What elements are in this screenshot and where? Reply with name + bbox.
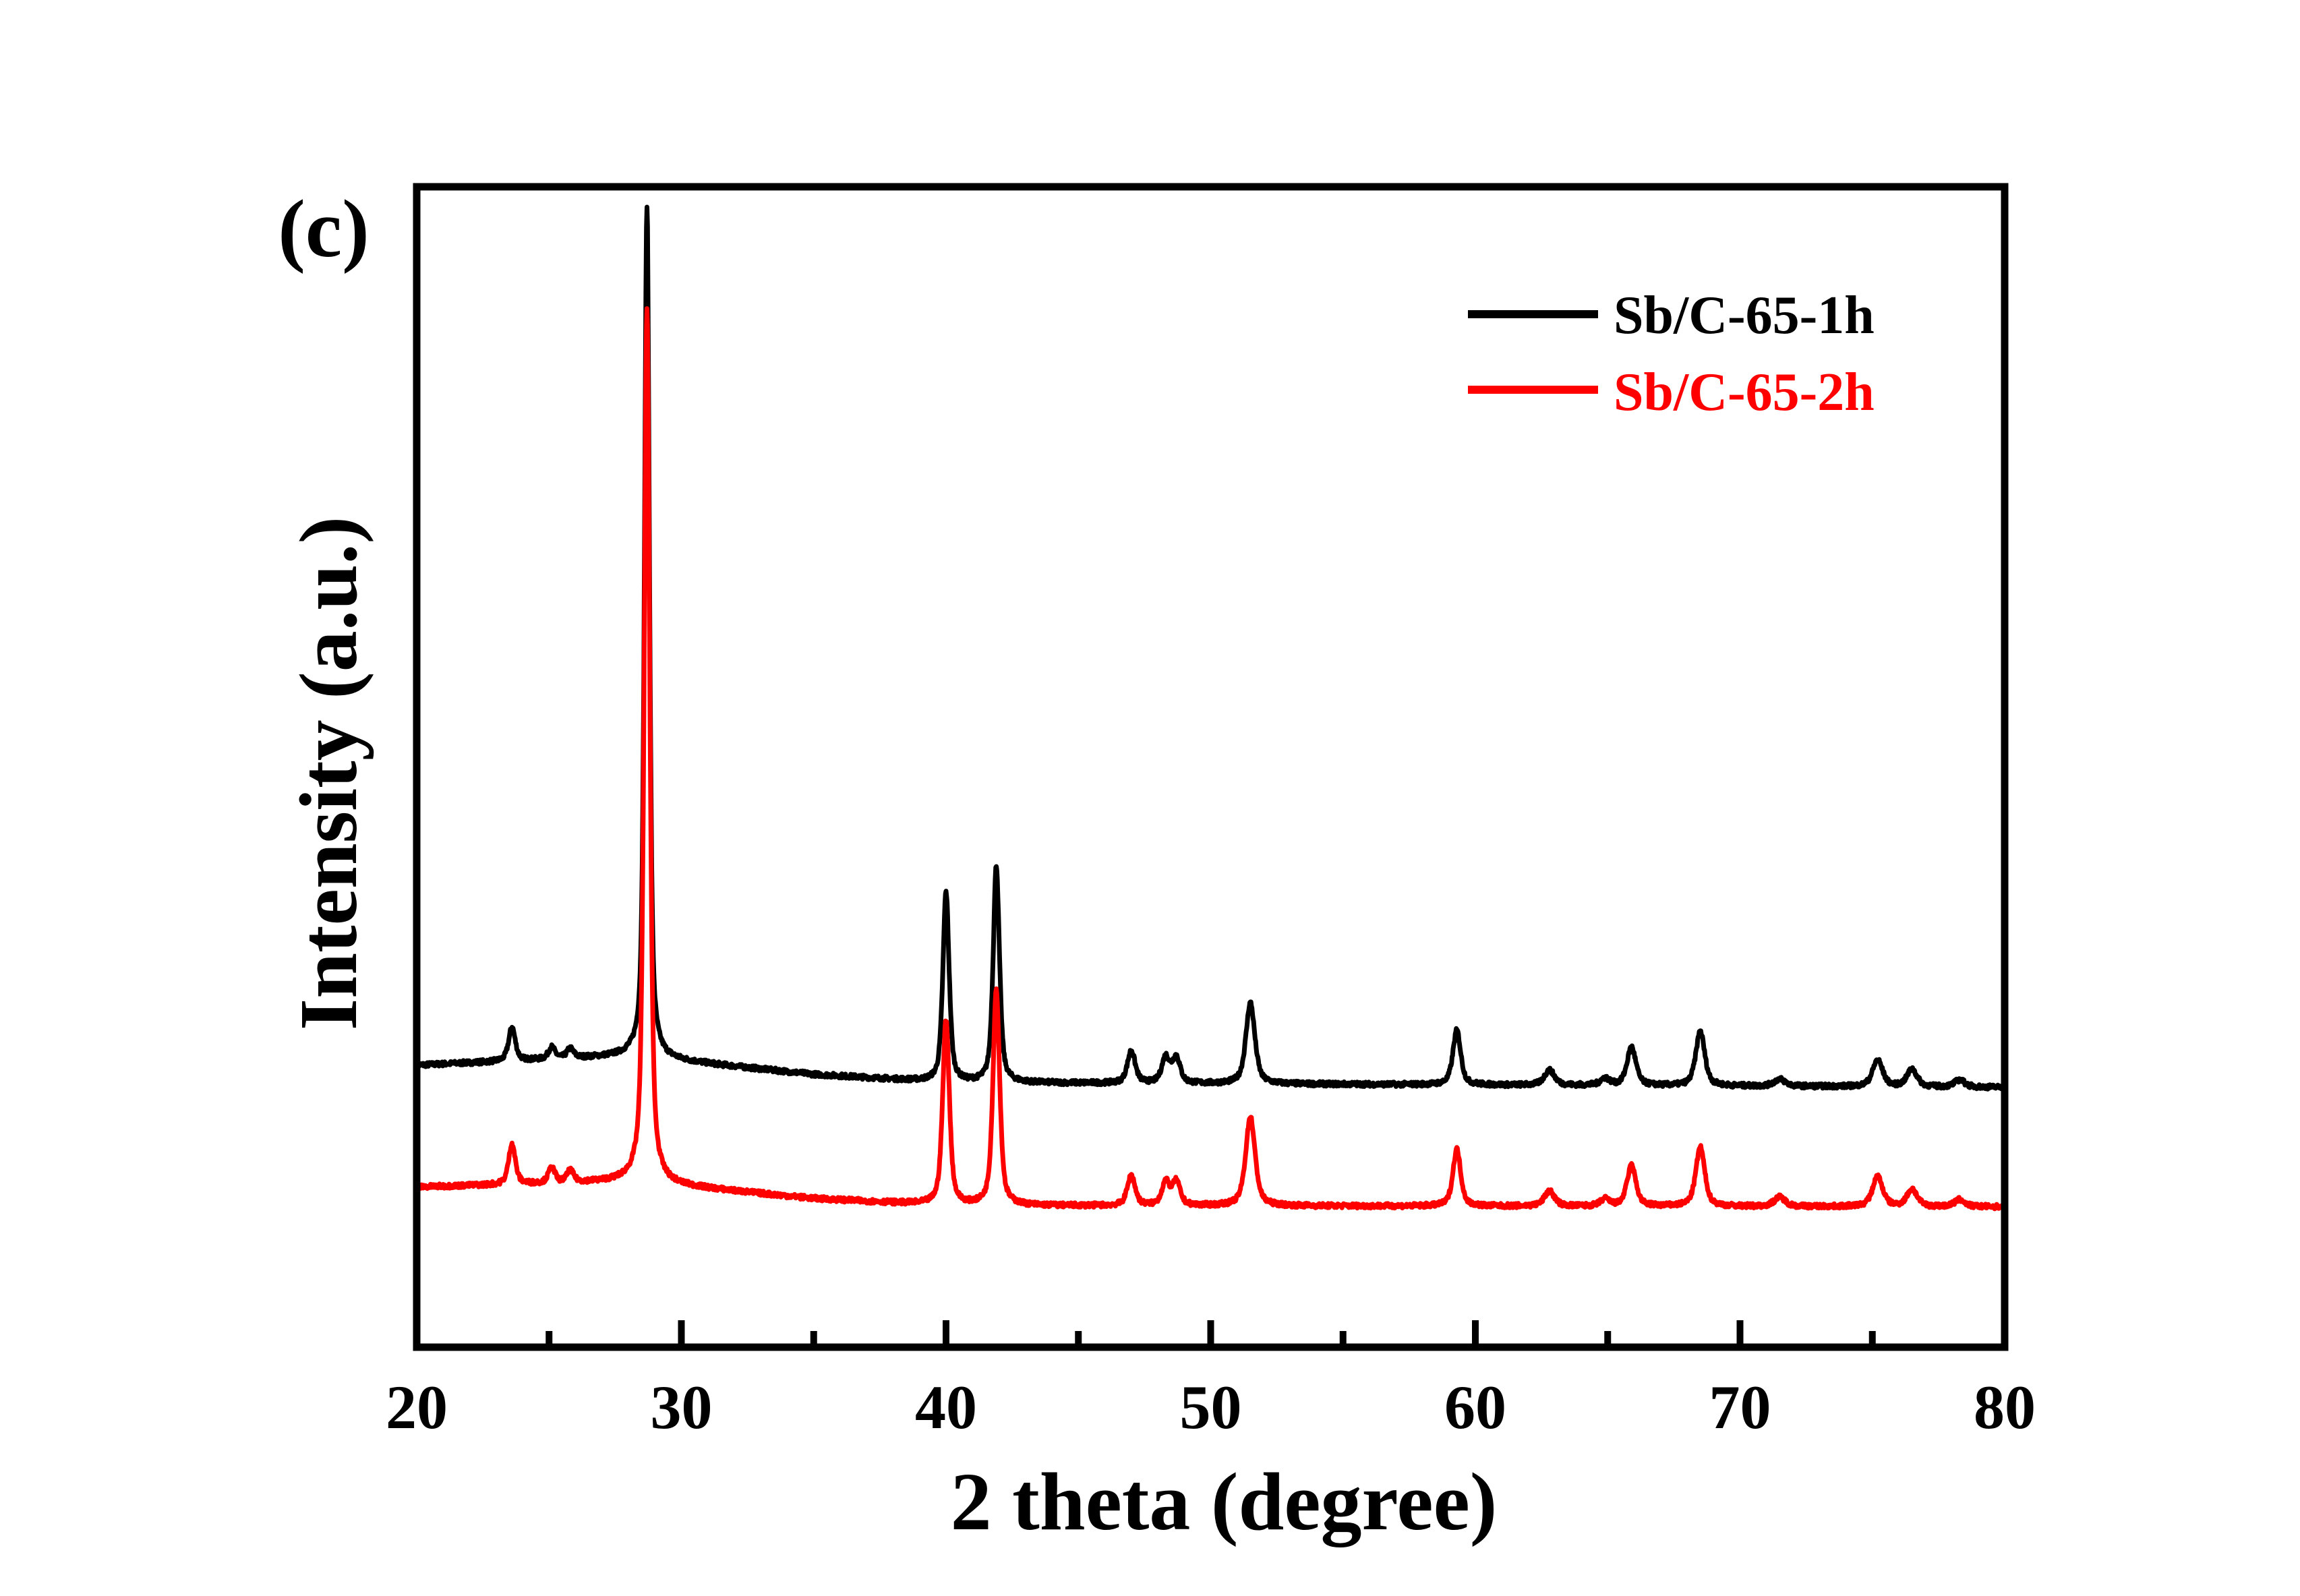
x-tick-label: 60: [1444, 1373, 1506, 1442]
x-axis-tick-labels: 20 30 40 50 60 70 80: [386, 1373, 2036, 1442]
legend: Sb/C-65-1h Sb/C-65-2h: [1468, 286, 1875, 422]
x-axis-title: 2 theta (degree): [951, 1456, 1498, 1547]
y-axis-title: Intensity (a.u.): [283, 516, 374, 1031]
x-tick-label: 30: [651, 1373, 713, 1442]
x-tick-label: 50: [1180, 1373, 1242, 1442]
x-tick-label: 80: [1974, 1373, 2036, 1442]
panel-label: (c): [278, 183, 369, 274]
x-axis-ticks: [545, 1320, 1876, 1347]
curves-layer: [414, 204, 2007, 1212]
x-tick-label: 20: [386, 1373, 448, 1442]
x-tick-label: 40: [915, 1373, 977, 1442]
series-line-2: [414, 306, 2007, 1212]
series-line-1: [414, 204, 2007, 1092]
legend-label-series-1: Sb/C-65-1h: [1614, 286, 1875, 345]
x-tick-label: 70: [1709, 1373, 1771, 1442]
legend-label-series-2: Sb/C-65-2h: [1614, 363, 1875, 422]
plot-frame: [413, 183, 2009, 1351]
